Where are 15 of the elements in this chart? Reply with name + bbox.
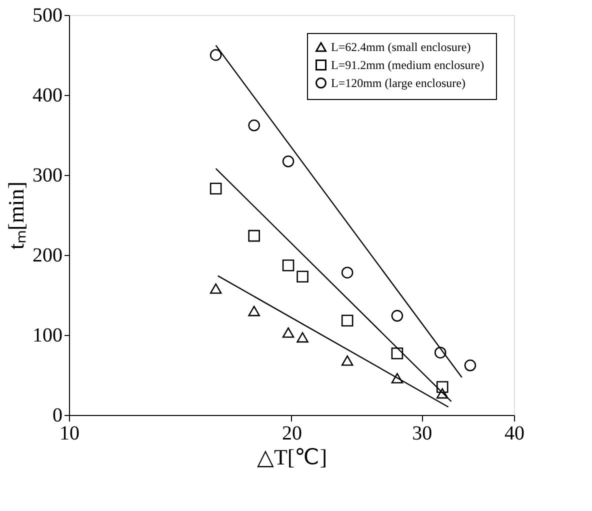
y-tick-label: 400 [32, 84, 62, 106]
y-tick-label: 300 [32, 164, 62, 186]
x-axis-title: △T[℃] [256, 444, 328, 470]
x-tick-label: 20 [282, 422, 302, 444]
legend-label: L=62.4mm (small enclosure) [331, 40, 471, 54]
x-tick-label: 40 [504, 422, 524, 444]
legend-label: L=91.2mm (medium enclosure) [331, 58, 484, 72]
y-tick-label: 100 [32, 324, 62, 346]
y-tick-label: 200 [32, 244, 62, 266]
x-tick-label: 10 [60, 422, 80, 444]
x-tick-label: 30 [412, 422, 432, 444]
y-tick-label: 0 [52, 404, 62, 426]
legend-label: L=120mm (large enclosure) [331, 76, 466, 90]
y-tick-label: 500 [32, 4, 62, 26]
y-axis-title: tₘ[min] [4, 182, 28, 250]
